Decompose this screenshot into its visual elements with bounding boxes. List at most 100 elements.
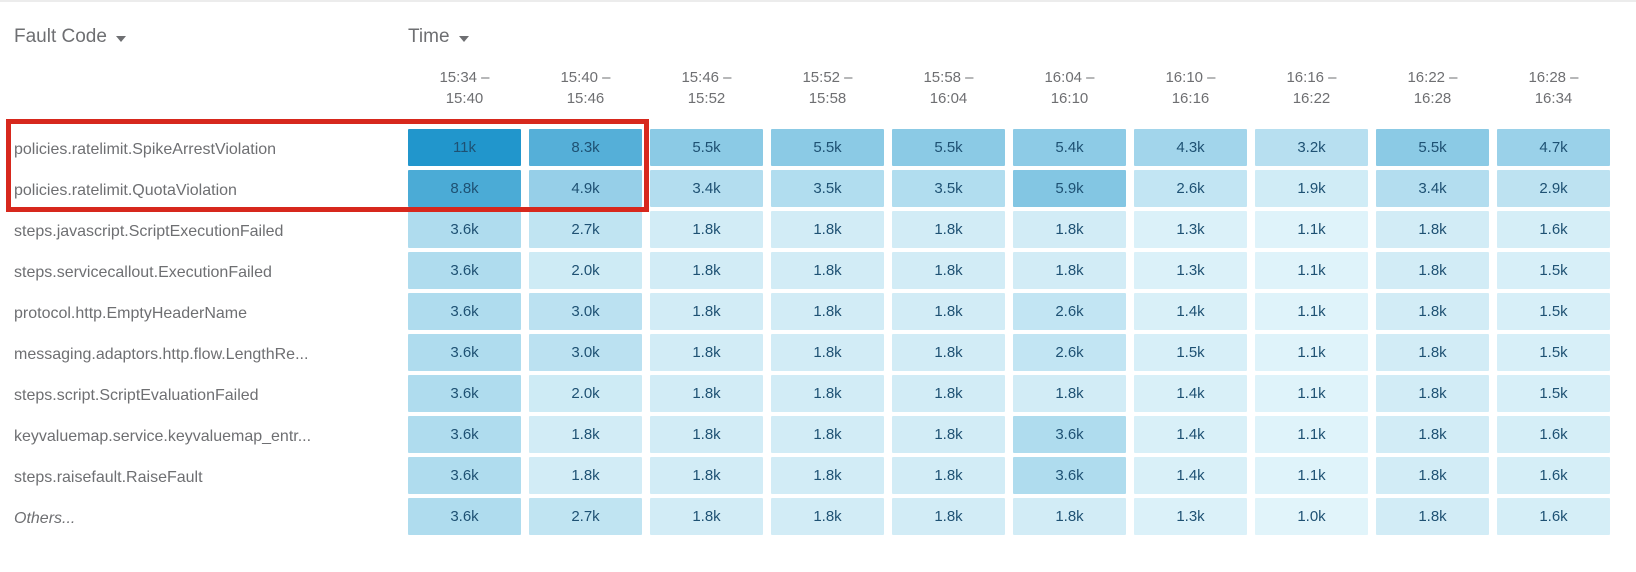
row-label: policies.ratelimit.QuotaViolation [14, 181, 237, 199]
row-label: steps.servicecallout.ExecutionFailed [14, 263, 272, 281]
heatmap-cell: 1.8k [650, 252, 763, 289]
heatmap-cell: 1.8k [892, 498, 1005, 535]
heatmap-cell: 1.1k [1255, 211, 1368, 248]
heatmap-cell: 1.8k [1013, 498, 1126, 535]
heatmap-cell: 2.6k [1134, 170, 1247, 207]
heatmap-cell: 3.6k [408, 293, 521, 330]
heatmap-cell: 1.8k [650, 416, 763, 453]
row-label: steps.javascript.ScriptExecutionFailed [14, 222, 284, 240]
heatmap-cell: 1.8k [1013, 252, 1126, 289]
heatmap-cell: 1.8k [771, 293, 884, 330]
heatmap-cell: 1.8k [892, 416, 1005, 453]
heatmap-cell: 1.8k [650, 293, 763, 330]
heatmap-cell: 1.3k [1134, 252, 1247, 289]
heatmap-cell: 1.8k [892, 293, 1005, 330]
heatmap-cell: 1.8k [1376, 416, 1489, 453]
row-label: protocol.http.EmptyHeaderName [14, 304, 247, 322]
heatmap-cell: 1.8k [1376, 457, 1489, 494]
heatmap-cell: 1.5k [1497, 293, 1610, 330]
heatmap-cell: 1.8k [1013, 211, 1126, 248]
fault-code-dropdown-label: Fault Code [14, 26, 107, 47]
heatmap-cell: 3.6k [408, 334, 521, 371]
heatmap-cell: 3.0k [529, 334, 642, 371]
heatmap-cell: 5.5k [771, 129, 884, 166]
column-header: 15:40 – 15:46 [560, 69, 611, 107]
heatmap-cell: 1.8k [892, 457, 1005, 494]
fault-code-dropdown[interactable]: Fault Code [14, 26, 126, 48]
heatmap-cell: 3.6k [408, 416, 521, 453]
heatmap-cell: 3.6k [408, 252, 521, 289]
heatmap-cell: 1.8k [771, 457, 884, 494]
heatmap-cell: 3.2k [1255, 129, 1368, 166]
column-header: 15:34 – 15:40 [439, 69, 490, 107]
heatmap-cell: 1.4k [1134, 457, 1247, 494]
heatmap-cell: 1.8k [1013, 375, 1126, 412]
heatmap-cell: 1.8k [529, 416, 642, 453]
heatmap-cell: 5.9k [1013, 170, 1126, 207]
column-headers: 15:34 – 15:40 15:40 – 15:46 15:46 – 15:52 1… [408, 67, 1610, 109]
heatmap-cell: 1.3k [1134, 211, 1247, 248]
heatmap-cell: 1.6k [1497, 457, 1610, 494]
heatmap-cell: 1.1k [1255, 293, 1368, 330]
heatmap-cell: 1.1k [1255, 375, 1368, 412]
heatmap-cell: 2.6k [1013, 293, 1126, 330]
caret-down-icon [115, 35, 126, 42]
heatmap-cell: 2.0k [529, 375, 642, 412]
heatmap-cell: 1.8k [1376, 498, 1489, 535]
column-header: 15:46 – 15:52 [681, 69, 732, 107]
heatmap-cell: 11k [408, 129, 521, 166]
top-divider [0, 0, 1636, 2]
heatmap-cell: 2.9k [1497, 170, 1610, 207]
heatmap-cell: 1.8k [1376, 211, 1489, 248]
heatmap-cell: 8.8k [408, 170, 521, 207]
heatmap-cell: 1.4k [1134, 416, 1247, 453]
heatmap-cell: 1.8k [650, 498, 763, 535]
heatmap-cell: 5.5k [1376, 129, 1489, 166]
heatmap-cell: 3.6k [1013, 416, 1126, 453]
heatmap-cell: 1.8k [771, 498, 884, 535]
row-label: messaging.adaptors.http.flow.LengthRe... [14, 345, 309, 363]
row-label: keyvaluemap.service.keyvaluemap_entr... [14, 427, 312, 445]
heatmap-cell: 5.5k [892, 129, 1005, 166]
heatmap-cell: 1.8k [771, 375, 884, 412]
heatmap-cell: 1.8k [892, 211, 1005, 248]
heatmap-cell: 1.9k [1255, 170, 1368, 207]
heatmap-cell: 2.6k [1013, 334, 1126, 371]
heatmap-cell: 1.8k [771, 252, 884, 289]
heatmap-cell: 4.3k [1134, 129, 1247, 166]
heatmap-cell: 1.6k [1497, 211, 1610, 248]
time-dropdown-label: Time [408, 26, 450, 47]
heatmap-cell: 5.5k [650, 129, 763, 166]
heatmap-cell: 1.8k [771, 334, 884, 371]
heatmap-cell: 1.8k [650, 211, 763, 248]
heatmap-cell: 1.6k [1497, 498, 1610, 535]
heatmap-cell: 1.3k [1134, 498, 1247, 535]
heatmap-cell: 1.0k [1255, 498, 1368, 535]
heatmap-cell: 1.8k [771, 416, 884, 453]
heatmap-cell: 1.5k [1134, 334, 1247, 371]
heatmap-cell: 3.6k [1013, 457, 1126, 494]
column-header: 16:16 – 16:22 [1286, 69, 1337, 107]
heatmap-cell: 1.4k [1134, 293, 1247, 330]
row-label: steps.script.ScriptEvaluationFailed [14, 386, 259, 404]
row-label: Others... [14, 509, 76, 527]
heatmap-cell: 1.8k [650, 334, 763, 371]
heatmap-cell: 1.6k [1497, 416, 1610, 453]
column-header: 15:52 – 15:58 [802, 69, 853, 107]
heatmap-cell: 1.8k [892, 375, 1005, 412]
heatmap-cell: 1.8k [892, 334, 1005, 371]
heatmap-cell: 1.4k [1134, 375, 1247, 412]
column-header: 16:04 – 16:10 [1044, 69, 1095, 107]
heatmap-cell: 3.6k [408, 375, 521, 412]
heatmap-cell: 1.8k [1376, 375, 1489, 412]
row-label: policies.ratelimit.SpikeArrestViolation [14, 140, 277, 158]
heatmap-cell: 4.7k [1497, 129, 1610, 166]
column-header: 15:58 – 16:04 [923, 69, 974, 107]
heatmap-cell: 1.5k [1497, 252, 1610, 289]
heatmap-cell: 3.5k [892, 170, 1005, 207]
time-dropdown[interactable]: Time [408, 26, 469, 48]
heatmap-cell: 1.8k [892, 252, 1005, 289]
heatmap-cell: 1.8k [1376, 252, 1489, 289]
heatmap-cell: 2.7k [529, 498, 642, 535]
heatmap-cell: 3.5k [771, 170, 884, 207]
